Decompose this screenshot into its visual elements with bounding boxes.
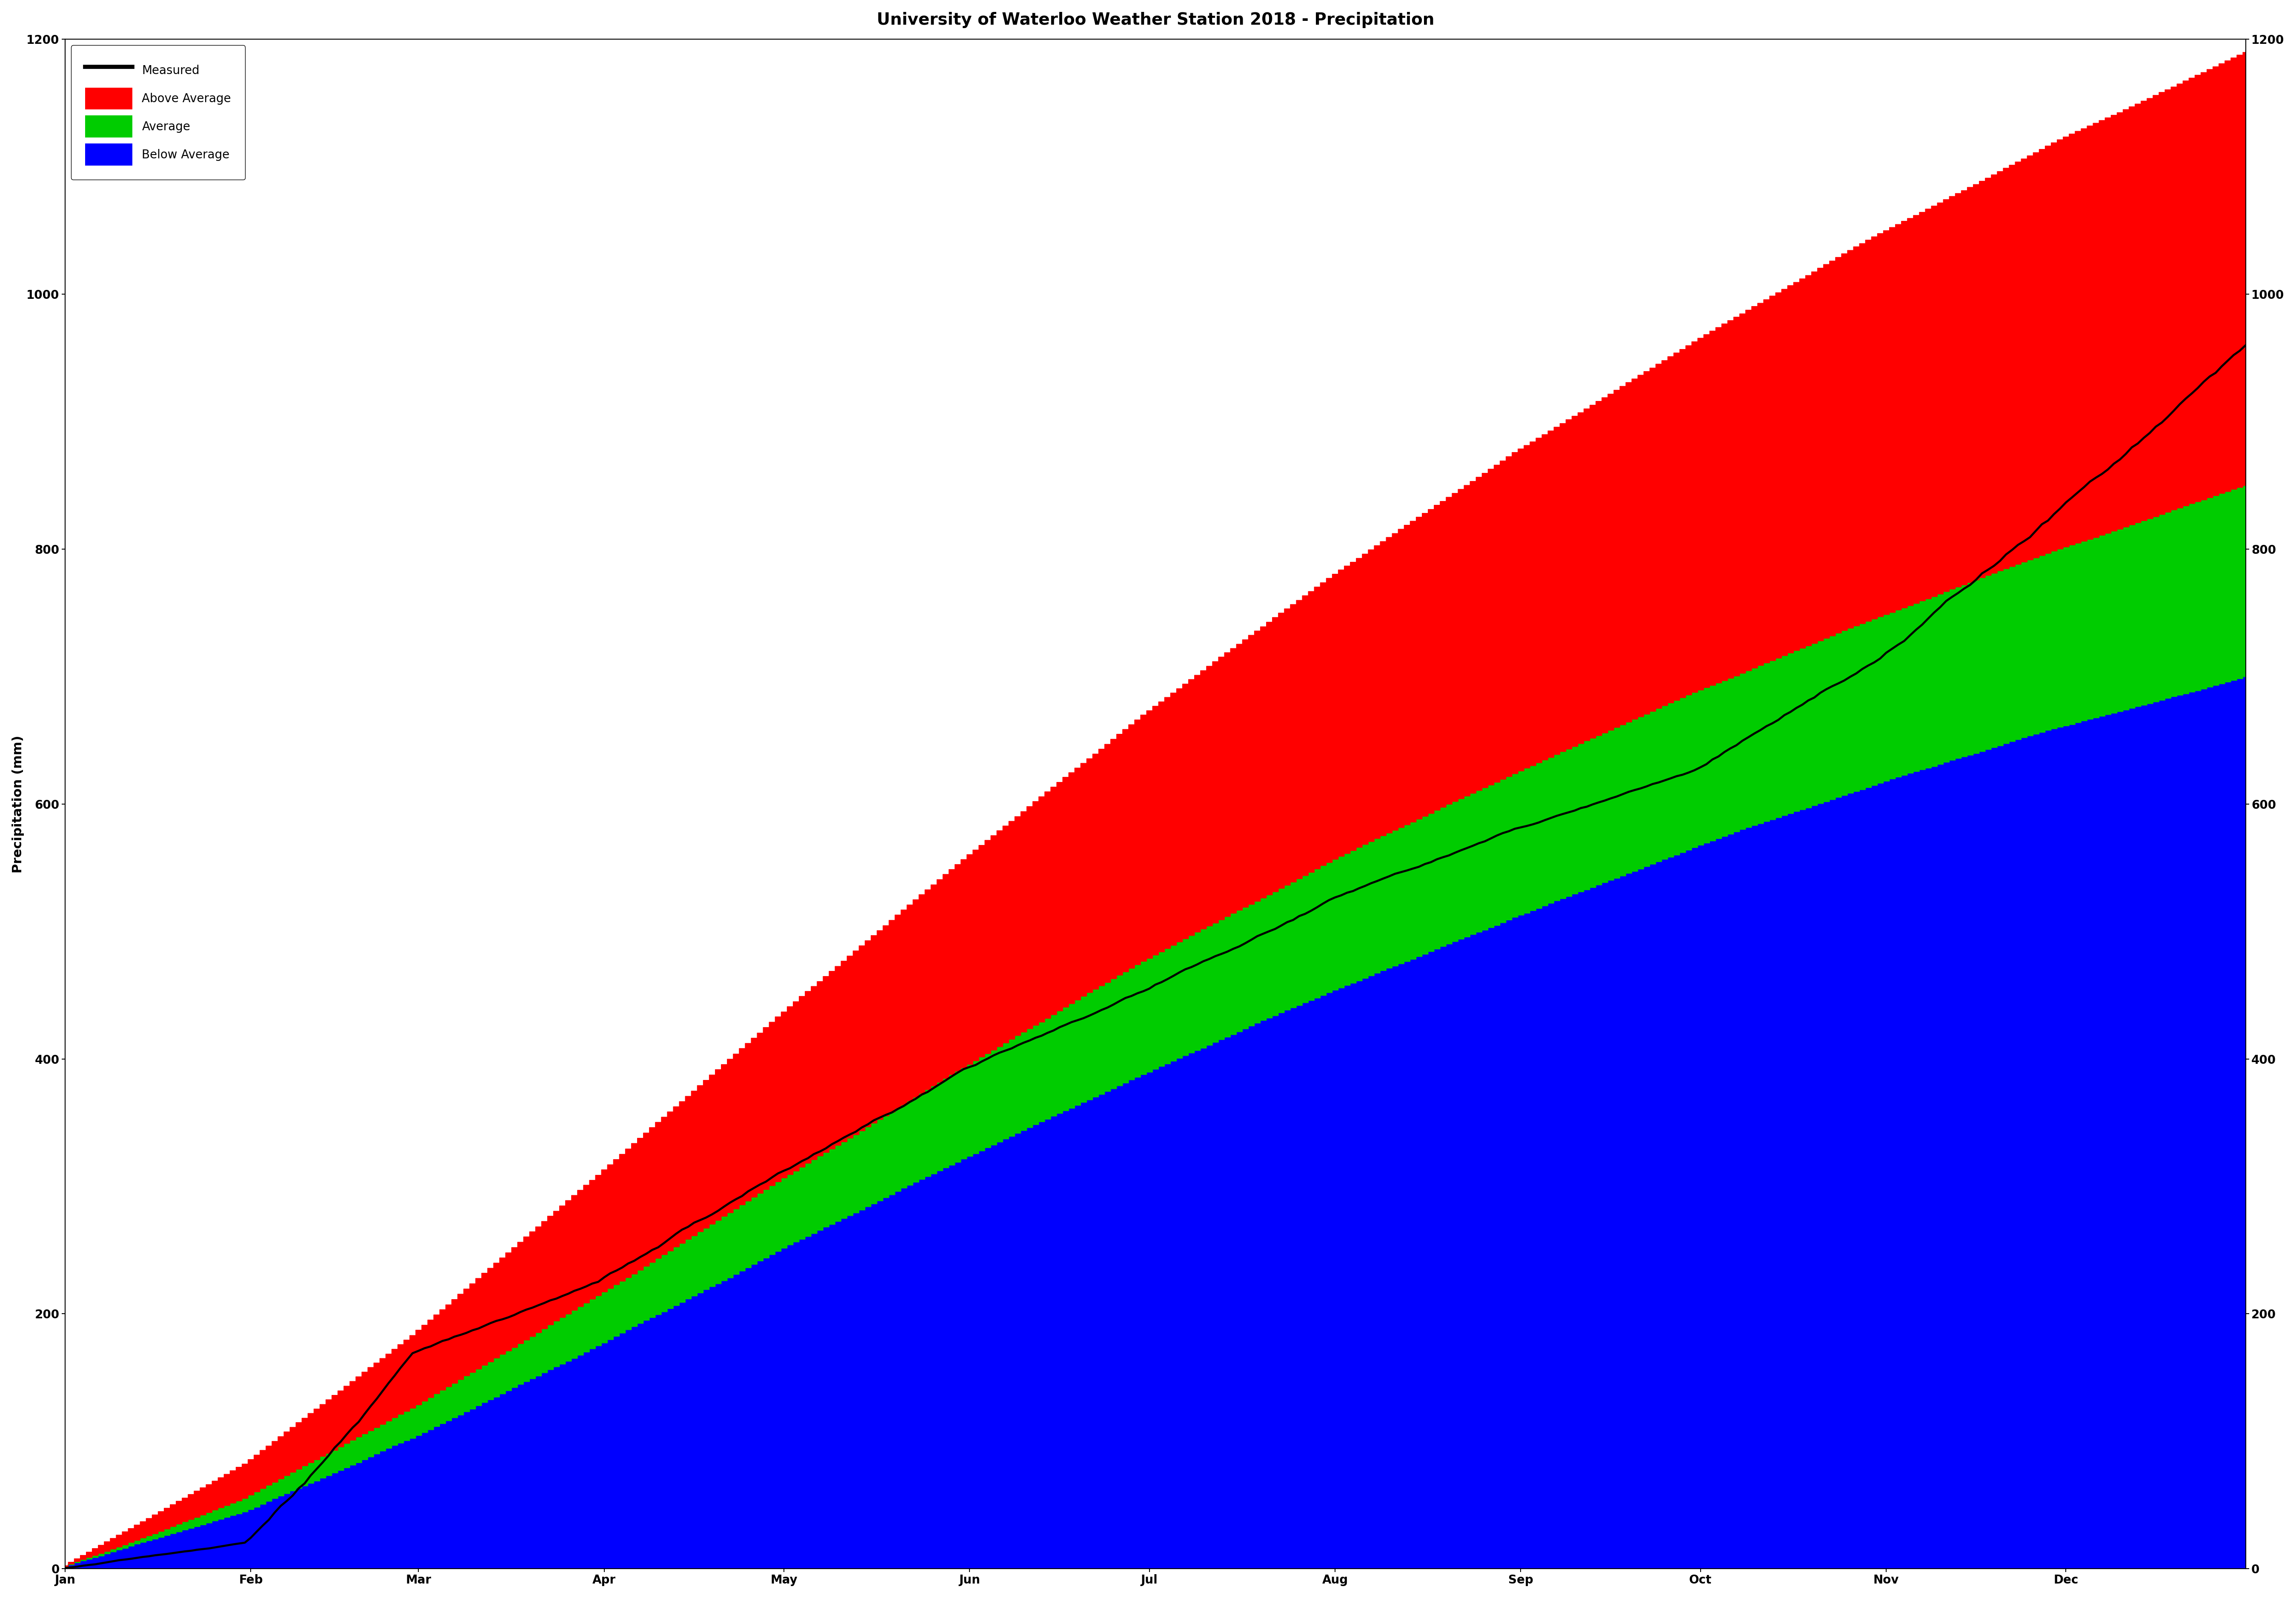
Y-axis label: Precipitation (mm): Precipitation (mm) (11, 735, 25, 873)
Title: University of Waterloo Weather Station 2018 - Precipitation: University of Waterloo Weather Station 2… (877, 11, 1435, 29)
Legend: Measured, Above Average, Average, Below Average: Measured, Above Average, Average, Below … (71, 45, 246, 181)
